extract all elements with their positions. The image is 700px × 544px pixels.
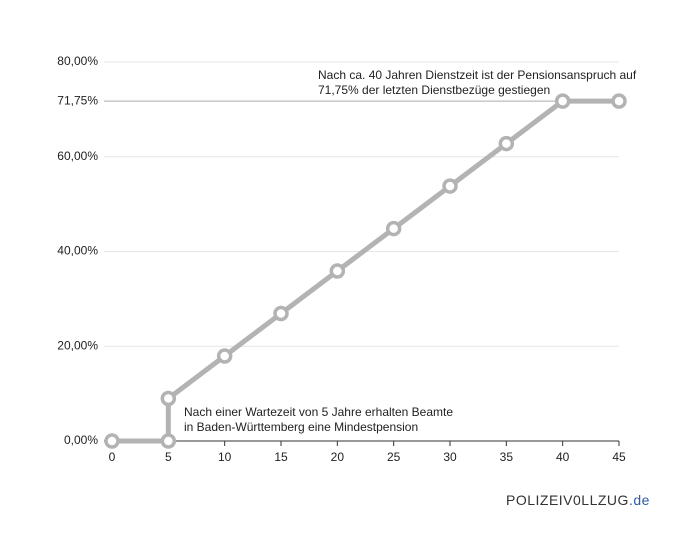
point [160,433,177,449]
brand-suffix: .de [629,492,650,508]
y-tick-label: 60,00% [57,149,98,163]
point [554,93,571,109]
y-tick-label: 71,75% [57,93,98,107]
point [104,433,120,449]
line [112,98,619,444]
annotation: Nach ca. 40 Jahren Dienstzeit ist der Pe… [318,68,637,82]
annotation: in Baden-Württemberg eine Mindestpension [184,420,418,434]
brand-name: POLIZEIV0LLZUG [506,492,629,508]
x-tick-label: 35 [500,450,514,464]
x-tick-label: 40 [556,450,570,464]
annotation: 71,75% der letzten Dienstbezüge gestiege… [318,83,550,97]
point [442,178,458,194]
x-tick-label: 45 [612,450,626,464]
y-tick-label: 40,00% [57,244,98,258]
x-tick-label: 20 [331,450,345,464]
point [160,390,177,407]
point [273,305,289,322]
x-tick-label: 30 [443,450,457,464]
point [385,220,402,237]
y-tick-label: 0,00% [64,433,98,447]
x-tick-label: 5 [165,450,172,464]
x-tick-label: 0 [109,450,116,464]
point [216,348,233,364]
brand: POLIZEIV0LLZUG.de [506,492,650,508]
annotation: Nach einer Wartezeit von 5 Jahre erhalte… [184,405,453,419]
point [611,93,627,109]
x-tick-label: 10 [218,450,232,464]
y-tick-label: 20,00% [57,338,98,352]
x-tick-label: 15 [274,450,288,464]
point [329,263,346,279]
y-tick-label: 80,00% [57,54,98,68]
x-tick-label: 25 [387,450,401,464]
point [498,135,515,152]
